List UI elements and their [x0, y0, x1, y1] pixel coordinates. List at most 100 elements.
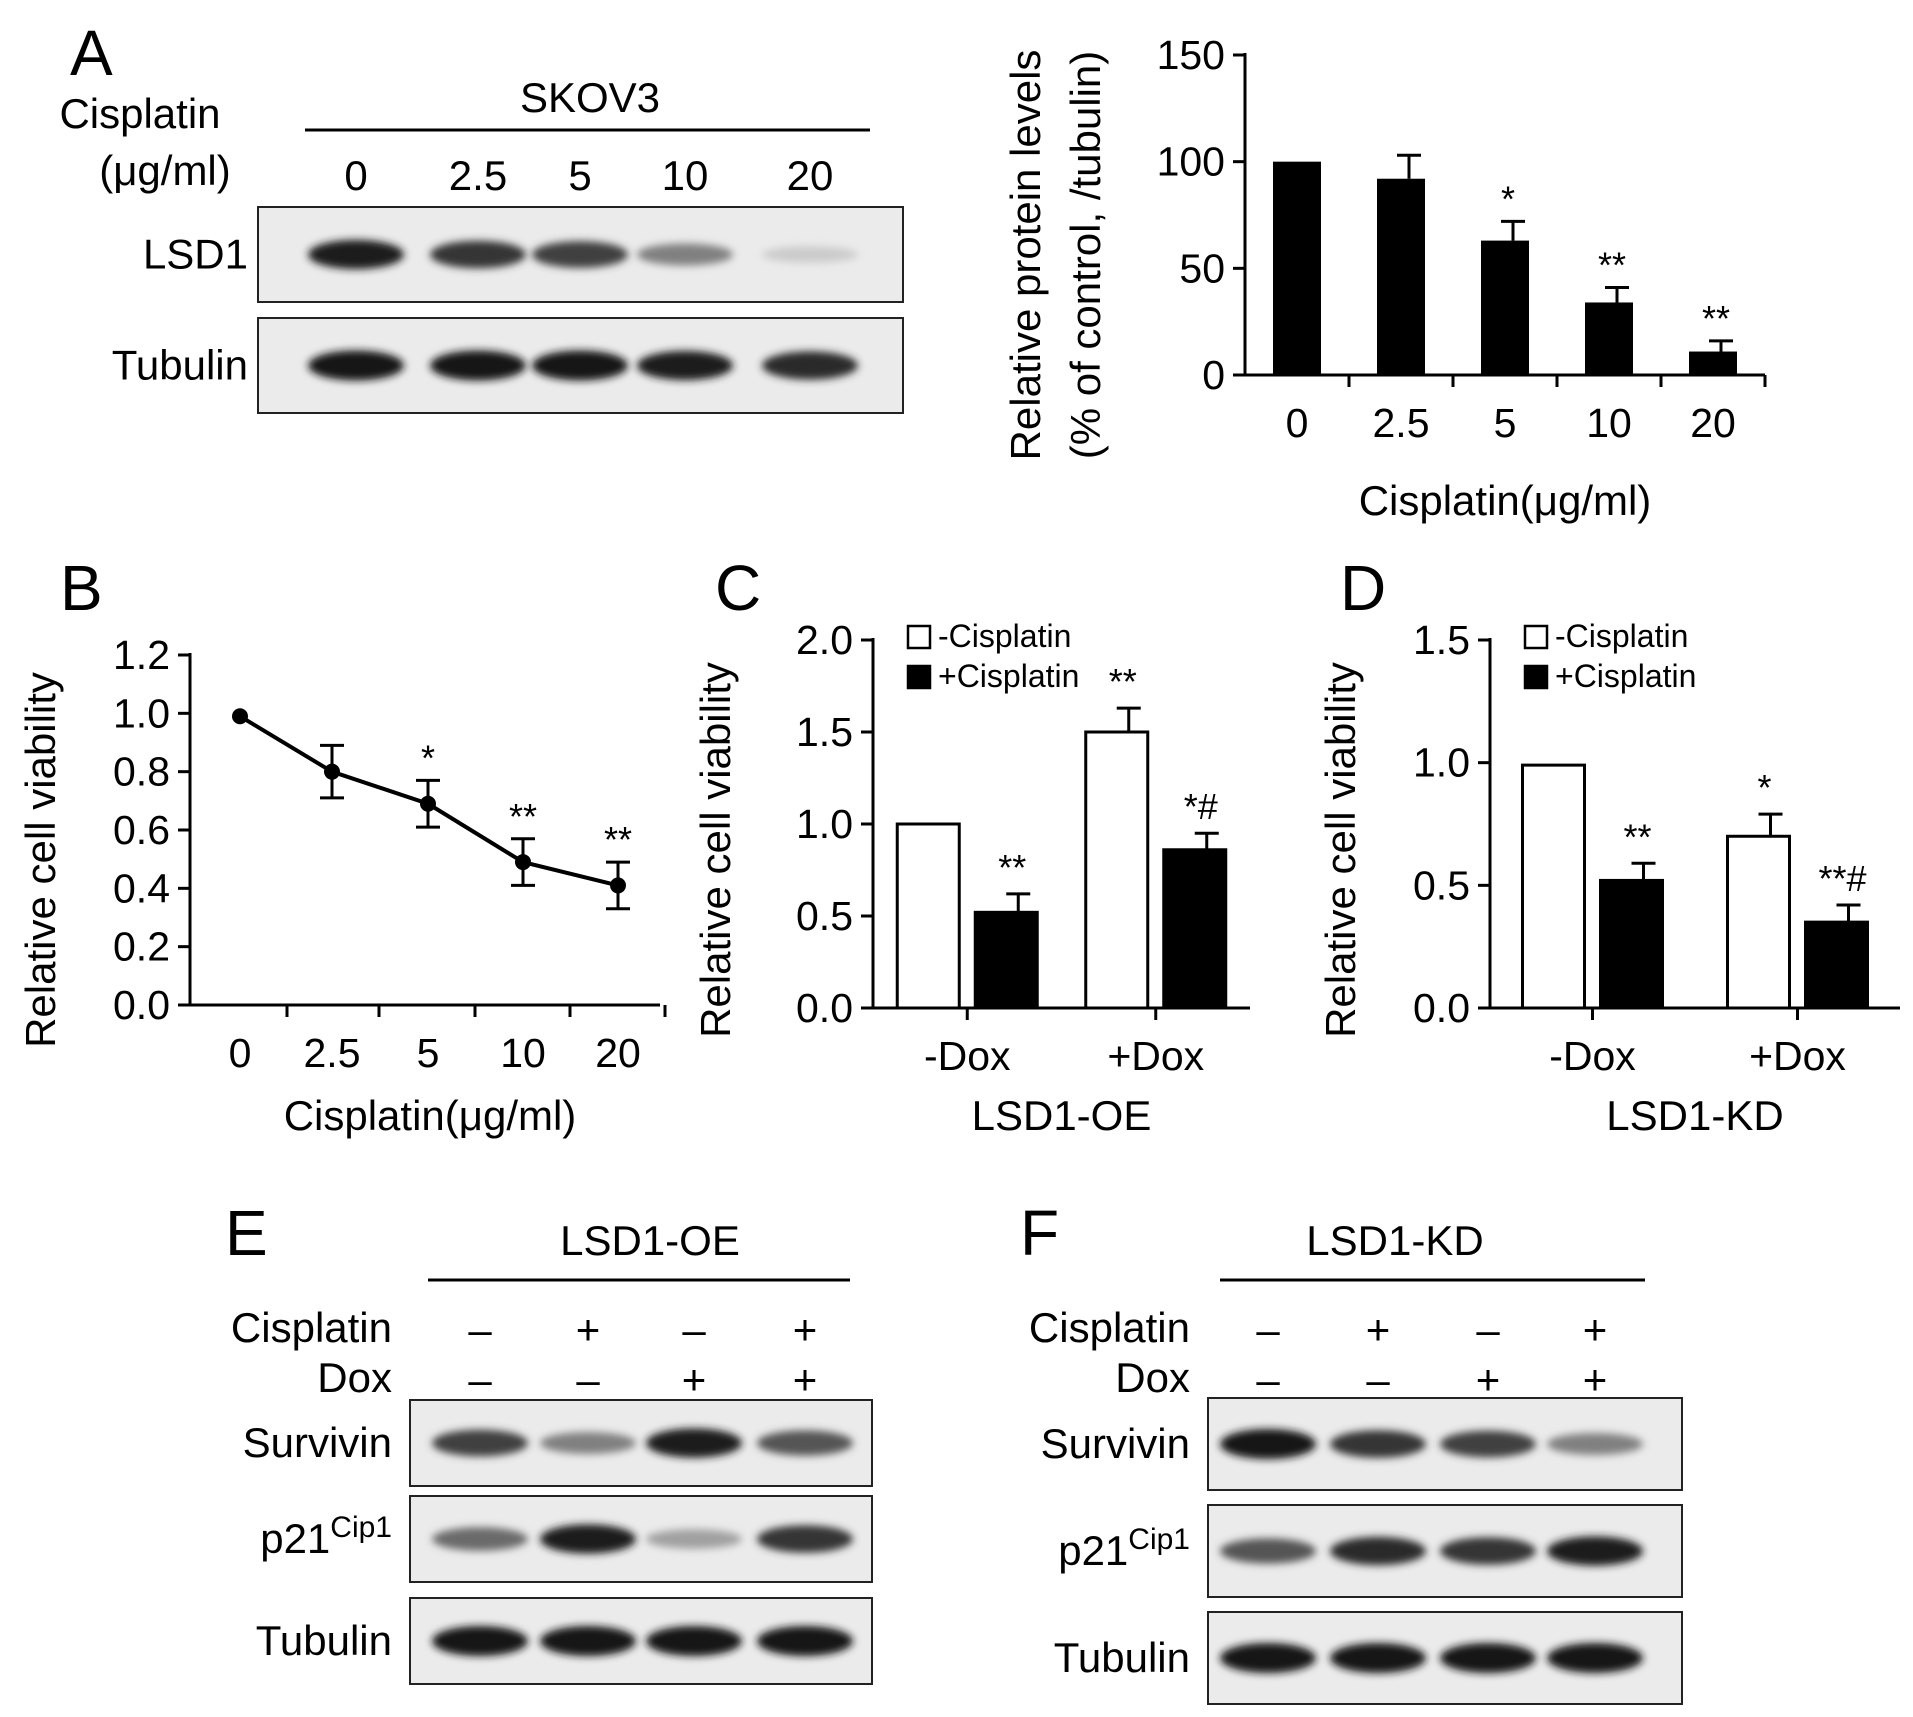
chart-b-point	[232, 708, 248, 725]
chart-b-y-tick-label: 0.8	[113, 749, 170, 795]
panel-e-band	[757, 1626, 853, 1656]
chart-c-significance-label: *#	[1184, 786, 1218, 827]
chart-b-significance-label: **	[509, 796, 537, 837]
panel-e-band-label: Survivin	[243, 1419, 392, 1466]
panel-e-band	[540, 1432, 636, 1454]
panel-a-band	[762, 246, 858, 263]
panel-f-band	[1330, 1430, 1426, 1458]
chart-b-y-tick-label: 1.0	[113, 690, 170, 736]
panel-f-condition-sign: +	[1366, 1306, 1391, 1353]
panel-a-band	[308, 239, 404, 270]
chart-c-legend-swatch	[906, 624, 932, 650]
panel-letter-d: D	[1340, 552, 1386, 624]
panel-e-band-label: p21Cip1	[260, 1511, 392, 1563]
chart-a-y-tick-label: 50	[1179, 245, 1225, 291]
panel-e-condition-sign: +	[682, 1356, 707, 1403]
chart-b-x-tick-label: 0	[229, 1030, 252, 1076]
panel-letter-e: E	[225, 1197, 268, 1269]
chart-d-bar	[1599, 878, 1664, 1010]
chart-c-y-tick-label: 2.0	[796, 617, 853, 663]
panel-e-band	[646, 1529, 742, 1549]
panel-f-group-label: LSD1-KD	[1306, 1217, 1483, 1264]
chart-c-y-tick-label: 1.5	[796, 709, 853, 755]
chart-c-bar	[1084, 730, 1150, 1010]
panel-f-band	[1330, 1536, 1426, 1566]
panel-f-condition-sign: –	[1256, 1356, 1280, 1403]
panel-e-band	[432, 1527, 528, 1551]
panel-f-condition-sign: +	[1476, 1356, 1501, 1403]
chart-a-y-tick-label: 0	[1202, 352, 1225, 398]
chart-d-significance-label: *	[1757, 767, 1771, 808]
chart-b-x-axis-label: Cisplatin(μg/ml)	[284, 1092, 577, 1139]
chart-c-significance-label: **	[998, 847, 1026, 888]
chart-b-y-tick-label: 0.6	[113, 807, 170, 853]
panel-f-condition-sign: –	[1256, 1306, 1280, 1353]
panel-f-band	[1547, 1536, 1643, 1566]
chart-a-bar	[1585, 302, 1633, 375]
panel-a-band	[762, 351, 858, 380]
panel-a-band	[532, 241, 628, 268]
panel-f-band	[1220, 1429, 1316, 1459]
chart-d-x-tick-label: +Dox	[1749, 1033, 1846, 1079]
panel-e-condition-sign: +	[793, 1306, 818, 1353]
panel-e-condition-label: Dox	[317, 1354, 392, 1401]
chart-b-significance-label: **	[604, 819, 632, 860]
chart-a-protein-levels: 0 50 100 150 0 2.5 * 5 ** 10 ** 20 Cisplatin(μg/ml) R…	[1002, 32, 1767, 524]
chart-d-bar	[1726, 834, 1791, 1010]
panel-e-band	[757, 1430, 853, 1456]
chart-b-x-tick-label: 20	[595, 1030, 641, 1076]
chart-d-legend-label: +Cisplatin	[1555, 658, 1696, 694]
panel-f-condition-label: Cisplatin	[1029, 1304, 1190, 1351]
band-label: Tubulin	[112, 342, 248, 389]
chart-c-lsd1-oe: C 0.0 0.5 1.0 1.5 2.0 ** -Dox ** *# +Dox LSD1-OE -C…	[692, 552, 1250, 1139]
chart-b-y-tick-label: 1.2	[113, 632, 170, 678]
chart-d-legend-label: -Cisplatin	[1555, 618, 1688, 654]
chart-b-significance-label: *	[421, 737, 435, 778]
panel-f-band	[1440, 1430, 1536, 1458]
panel-letter-a: A	[70, 17, 113, 89]
panel-e-condition-sign: –	[682, 1306, 706, 1353]
panel-e-band	[540, 1626, 636, 1656]
panel-e-condition-sign: +	[576, 1306, 601, 1353]
chart-a-x-tick-label: 2.5	[1373, 400, 1430, 446]
panel-f-band	[1220, 1538, 1316, 1564]
panel-a-band	[532, 350, 628, 381]
chart-b-point	[610, 877, 626, 894]
panel-a-band	[637, 350, 733, 381]
panel-a-band	[430, 240, 526, 269]
chart-a-y-axis-label: Relative protein levels	[1002, 50, 1049, 461]
chart-c-bar	[973, 910, 1039, 1010]
panel-e-condition-sign: +	[793, 1356, 818, 1403]
chart-a-significance-label: **	[1702, 298, 1730, 339]
chart-c-significance-label: **	[1109, 661, 1137, 702]
panel-f-condition-label: Dox	[1115, 1354, 1190, 1401]
chart-d-lsd1-kd: D 0.0 0.5 1.0 1.5 ** -Dox * **# +Dox LSD1-KD -Cisp…	[1317, 552, 1900, 1139]
panel-f-band	[1220, 1643, 1316, 1673]
chart-c-legend-swatch	[906, 664, 932, 690]
band-label: LSD1	[143, 231, 248, 278]
chart-c-legend-label: +Cisplatin	[938, 658, 1079, 694]
chart-a-x-tick-label: 20	[1690, 400, 1736, 446]
chart-d-bar	[1804, 920, 1869, 1010]
chart-c-bar	[895, 822, 961, 1010]
cisplatin-unit-header: (μg/ml)	[99, 147, 231, 194]
panel-e-band	[646, 1626, 742, 1656]
chart-a-x-tick-label: 10	[1586, 400, 1632, 446]
panel-a-band	[308, 350, 404, 381]
chart-d-x-axis-label: LSD1-KD	[1606, 1092, 1783, 1139]
lane-label: 5	[568, 152, 591, 199]
chart-b-y-tick-label: 0.0	[113, 982, 170, 1028]
chart-a-bar	[1273, 161, 1321, 375]
lane-label: 10	[662, 152, 709, 199]
panel-e-band	[646, 1428, 742, 1458]
chart-a-significance-label: *	[1501, 178, 1515, 219]
cell-line-label: SKOV3	[520, 74, 660, 121]
chart-b-point	[324, 763, 340, 780]
panel-e-condition-label: Cisplatin	[231, 1304, 392, 1351]
chart-c-bar	[1162, 848, 1228, 1010]
panel-e-condition-sign: –	[576, 1356, 600, 1403]
chart-b-y-axis-label: Relative cell viability	[17, 672, 64, 1048]
